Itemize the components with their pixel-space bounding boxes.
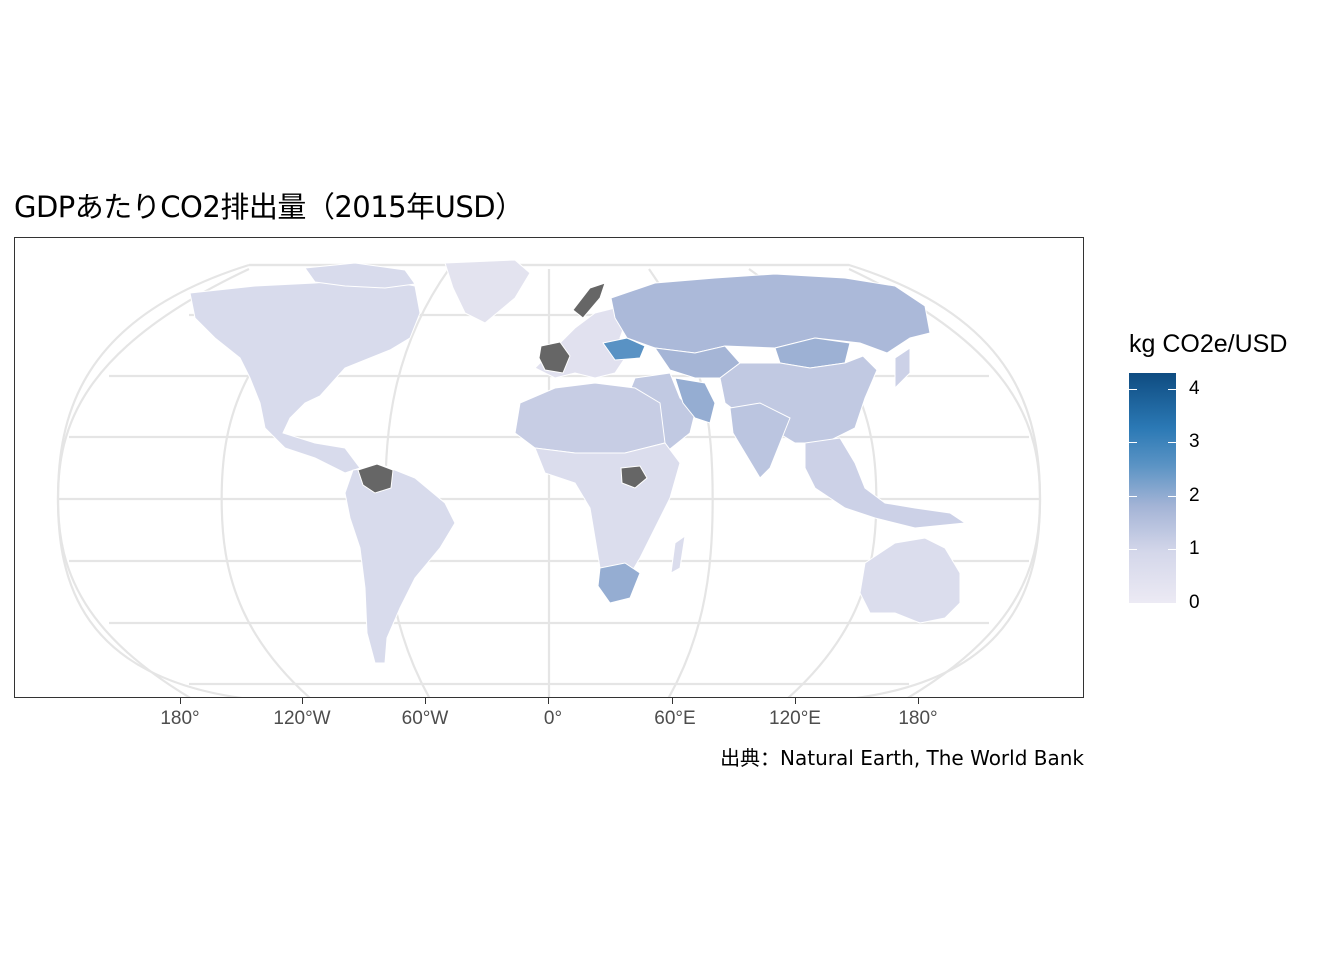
country-australia: [859, 537, 961, 624]
x-tickmark: [180, 698, 181, 704]
country-japan: [894, 347, 911, 390]
legend-tick-label: 1: [1189, 538, 1200, 559]
country-india: [729, 402, 791, 479]
legend-title: kg CO2e/USD: [1129, 330, 1288, 358]
chart-title: GDPあたりCO2排出量（2015年USD）: [14, 190, 524, 224]
x-tick-label: 60°E: [654, 708, 696, 729]
country-france: [538, 341, 571, 374]
x-tickmark: [918, 698, 919, 704]
country-north-america: [189, 277, 421, 474]
x-tickmark: [302, 698, 303, 704]
country-norway: [572, 282, 606, 319]
country-madagascar: [670, 534, 686, 574]
country-south-africa: [597, 562, 641, 604]
source-caption: 出典：Natural Earth, The World Bank: [720, 746, 1084, 770]
legend-tick-label: 0: [1189, 592, 1200, 613]
country-southeast-asia: [804, 437, 967, 529]
x-tickmark: [672, 698, 673, 704]
x-tick-label: 180°: [898, 708, 938, 729]
country-greenland: [444, 259, 531, 324]
country-south-america: [344, 465, 456, 664]
x-tickmark: [795, 698, 796, 704]
country-north-africa: [514, 382, 666, 454]
map-panel: [14, 237, 1084, 698]
country-canada-arctic-islands: [304, 262, 416, 289]
country-venezuela: [357, 463, 394, 494]
land-layer: [189, 259, 967, 664]
legend-tick-label: 2: [1189, 485, 1200, 506]
legend-tick-label: 4: [1189, 378, 1200, 399]
legend-colorbar: [1129, 373, 1176, 603]
country-south-sudan: [620, 465, 648, 489]
x-tick-label: 120°E: [769, 708, 821, 729]
world-map: [56, 259, 1042, 697]
x-tickmark: [425, 698, 426, 704]
x-tickmark: [548, 698, 549, 704]
country-iran: [674, 377, 716, 424]
x-tick-label: 60°W: [401, 708, 449, 729]
legend-tick-label: 3: [1189, 431, 1200, 452]
x-tick-label: 0°: [543, 708, 563, 729]
country-ukraine: [602, 337, 646, 361]
x-tick-label: 120°W: [273, 708, 331, 729]
map-outline: [56, 263, 1042, 697]
x-tick-label: 180°: [160, 708, 200, 729]
country-russia: [610, 273, 931, 354]
